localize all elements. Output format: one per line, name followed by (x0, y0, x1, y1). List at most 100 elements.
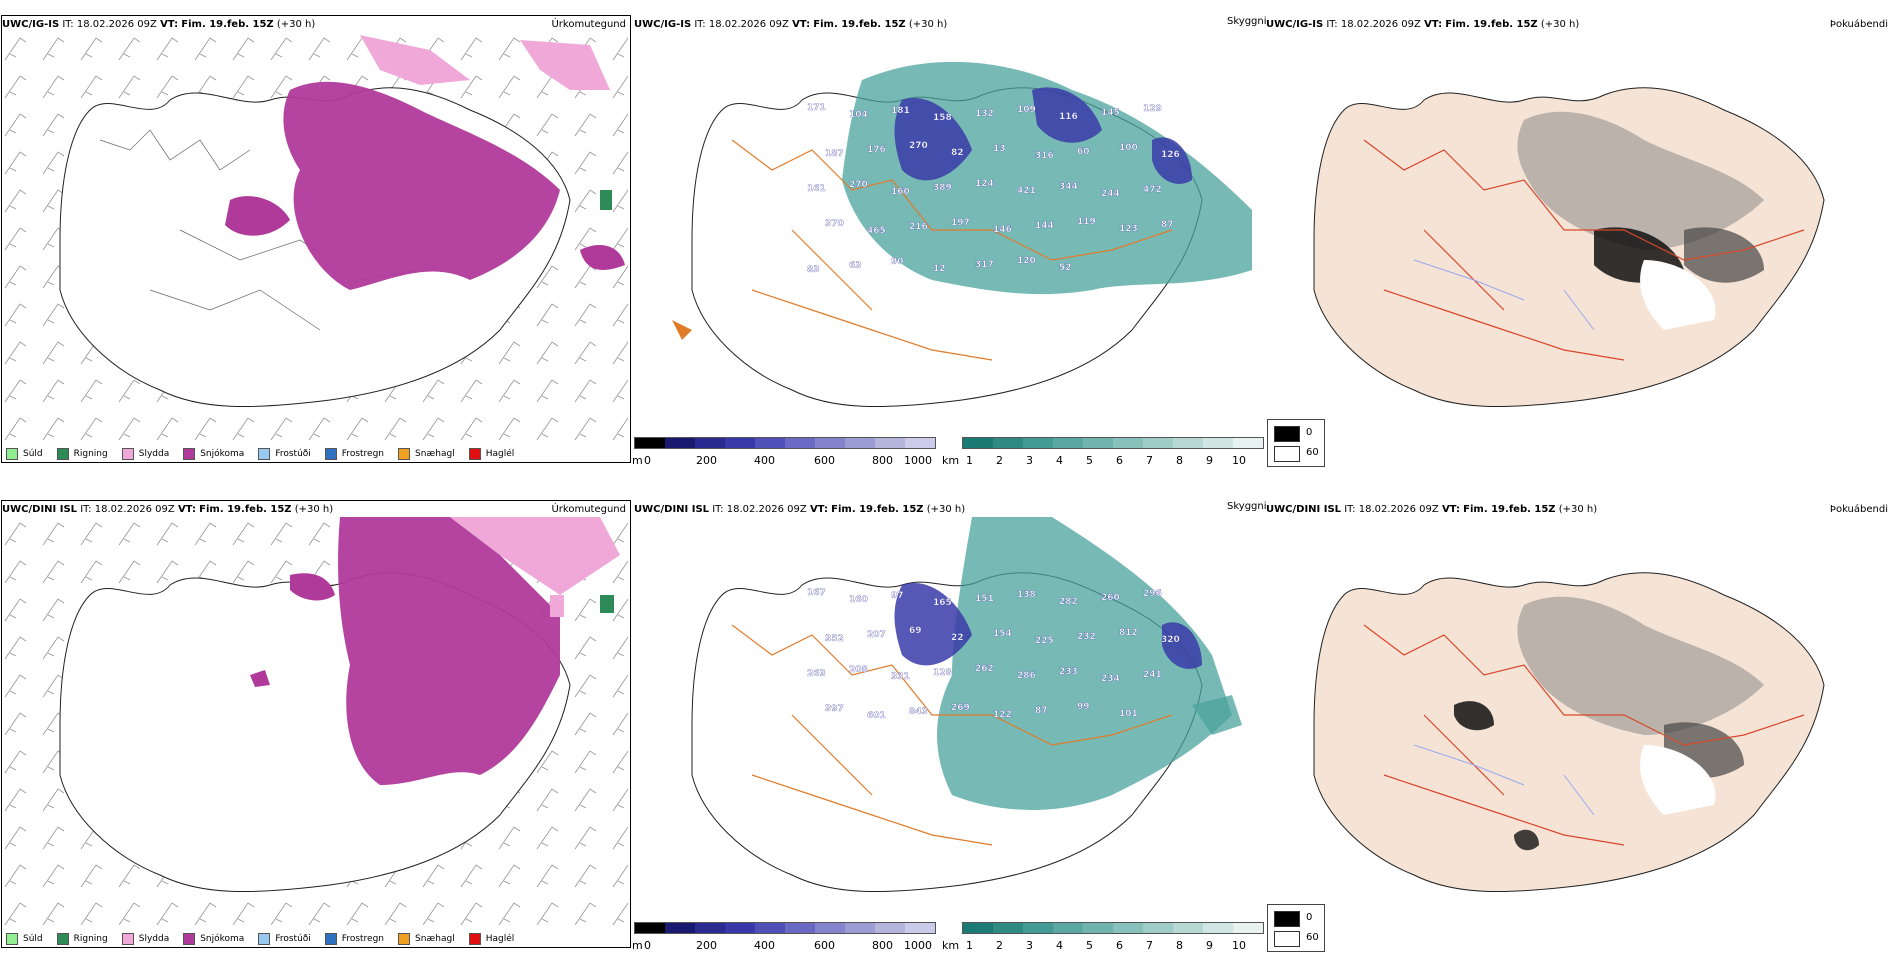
cloud-base-label: 421 (1017, 186, 1036, 196)
cloud-base-label: 344 (1059, 182, 1078, 192)
cloud-base-label: 234 (1101, 674, 1120, 684)
colorbar-tick: 5 (1086, 454, 1093, 467)
cloud-base-label: 52 (1059, 263, 1072, 273)
cloud-base-label: 99 (1077, 702, 1090, 712)
cloud-base-label: 82 (951, 148, 964, 158)
cloud-base-label: 160 (891, 187, 910, 197)
colorbar-tick: 800 (872, 454, 893, 467)
cloud-base-label: 269 (951, 703, 970, 713)
panel-title: Úrkomutegund (551, 19, 626, 30)
fog-high-label: 0 (1306, 427, 1313, 438)
cloud-base-colorbar: m 0 200 400 600 800 1000 km 1 2 3 4 5 6 … (632, 437, 1264, 467)
colorbar-tick: 200 (696, 939, 717, 952)
legend-item: Rigning (56, 933, 108, 945)
panel-header: UWC/DINI ISL IT: 18.02.2026 09Z VT: Fim.… (634, 504, 966, 515)
cloud-base-label: 176 (867, 145, 886, 155)
precip-map (2, 515, 628, 925)
cloud-base-label: 465 (867, 226, 886, 236)
cloud-base-label: 262 (975, 664, 994, 674)
cloud-base-label: 22 (951, 633, 964, 643)
colorbar-swatches (634, 437, 936, 449)
cloud-base-label: 331 (891, 672, 910, 682)
cloud-base-label: 270 (849, 180, 868, 190)
cloud-base-label: 69 (909, 626, 922, 636)
cloud-base-labels: 171 104 181 158 132 109 116 145 129 187 176 270 82 13… (807, 103, 1180, 275)
cloud-map: 167 160 97 165 151 138 282 260 296 352 207 69 22 154 2… (691, 517, 1242, 893)
cloud-base-labels: 167 160 97 165 151 138 282 260 296 352 207 69 22 154 2… (807, 588, 1180, 721)
colorbar-tick: 4 (1056, 939, 1063, 952)
colorbar-tick: 2 (996, 939, 1003, 952)
cloud-base-label: 216 (909, 222, 928, 232)
cloud-base-label: 171 (807, 103, 826, 113)
cloud-base-label: 129 (1143, 104, 1162, 114)
cloud-map: 171 104 181 158 132 109 116 145 129 187 176 270 82 13… (672, 61, 1252, 408)
fog-map (1313, 572, 1825, 893)
precip-legend: Súld Rigning Slydda Snjókoma Frostúði Fr… (6, 448, 514, 460)
cloud-base-label: 472 (1143, 185, 1162, 195)
panel-title: Skyggni (1227, 16, 1267, 27)
cloud-base-label: 12 (933, 264, 946, 274)
cloud-base-label: 120 (1017, 256, 1036, 266)
panel-title: Þokuábendi (1829, 19, 1888, 30)
colorbar-swatches (634, 922, 936, 934)
panel-header: UWC/IG-IS IT: 18.02.2026 09Z VT: Fim. 19… (2, 19, 316, 30)
legend-item: Súld (6, 448, 43, 460)
legend-item: Snæhagl (398, 448, 455, 460)
fog-low-label: 60 (1306, 447, 1319, 458)
colorbar-tick: 6 (1116, 454, 1123, 467)
colorbar-tick: 8 (1176, 454, 1183, 467)
panel-title: Skyggni (1227, 501, 1267, 512)
legend-item: Haglél (468, 448, 514, 460)
cloud-base-label: 233 (1059, 667, 1078, 677)
colorbar-tick: 3 (1026, 454, 1033, 467)
colorbar-tick: 0 (644, 939, 651, 952)
forecast-row-dini: UWC/DINI ISL IT: 18.02.2026 09Z VT: Fim.… (0, 485, 1900, 960)
cloud-base-label: 160 (849, 595, 868, 605)
colorbar-tick: 400 (754, 454, 775, 467)
panel-header: UWC/DINI ISL IT: 18.02.2026 09Z VT: Fim.… (1266, 504, 1598, 515)
cloud-vis-panel: UWC/DINI ISL IT: 18.02.2026 09Z VT: Fim.… (632, 485, 1267, 960)
cloud-base-label: 144 (1035, 221, 1054, 231)
cloud-base-label: 123 (1119, 224, 1138, 234)
panel-title: Þokuábendi (1829, 504, 1888, 515)
cloud-base-label: 101 (1119, 709, 1138, 719)
panel-frame (1, 500, 631, 948)
colorbar-tick: 8 (1176, 939, 1183, 952)
colorbar-tick: 800 (872, 939, 893, 952)
colorbar-tick: 9 (1206, 939, 1213, 952)
colorbar-tick: 600 (814, 454, 835, 467)
cloud-base-label: 843 (909, 707, 928, 717)
cloud-base-label: 109 (1017, 105, 1036, 115)
cloud-base-label: 161 (807, 184, 826, 194)
fog-legend-box: 0 60 (1267, 904, 1325, 952)
precip-type-panel: UWC/IG-IS IT: 18.02.2026 09Z VT: Fim. 19… (0, 0, 632, 475)
cloud-base-label: 63 (849, 261, 862, 271)
cloud-base-label: 601 (867, 711, 886, 721)
colorbar-tick: 1000 (904, 939, 932, 952)
fog-high-swatch (1274, 426, 1300, 442)
legend-item: Haglél (468, 933, 514, 945)
colorbar-unit: km (942, 939, 960, 952)
legend-item: Snjókoma (183, 448, 244, 460)
cloud-base-label: 116 (1059, 112, 1078, 122)
colorbar-tick: 600 (814, 939, 835, 952)
fog-high-label: 0 (1306, 912, 1313, 923)
cloud-base-label: 126 (1161, 150, 1180, 160)
fog-low-swatch (1274, 931, 1300, 947)
colorbar-tick: 10 (1232, 939, 1246, 952)
fog-low-swatch (1274, 446, 1300, 462)
cloud-base-label: 197 (951, 218, 970, 228)
cloud-base-label: 241 (1143, 670, 1162, 680)
cloud-base-label: 282 (1059, 597, 1078, 607)
cloud-base-label: 260 (1101, 593, 1120, 603)
precip-legend: Súld Rigning Slydda Snjókoma Frostúði Fr… (6, 933, 514, 945)
cloud-base-label: 208 (849, 665, 868, 675)
legend-item: Frostúði (258, 933, 311, 945)
precip-map (2, 30, 628, 440)
cloud-base-label: 104 (849, 110, 868, 120)
cloud-base-label: 87 (1161, 220, 1174, 230)
colorbar-tick: 1 (966, 454, 973, 467)
colorbar-tick: 5 (1086, 939, 1093, 952)
colorbar-tick: 1 (966, 939, 973, 952)
legend-item: Frostregn (324, 933, 384, 945)
